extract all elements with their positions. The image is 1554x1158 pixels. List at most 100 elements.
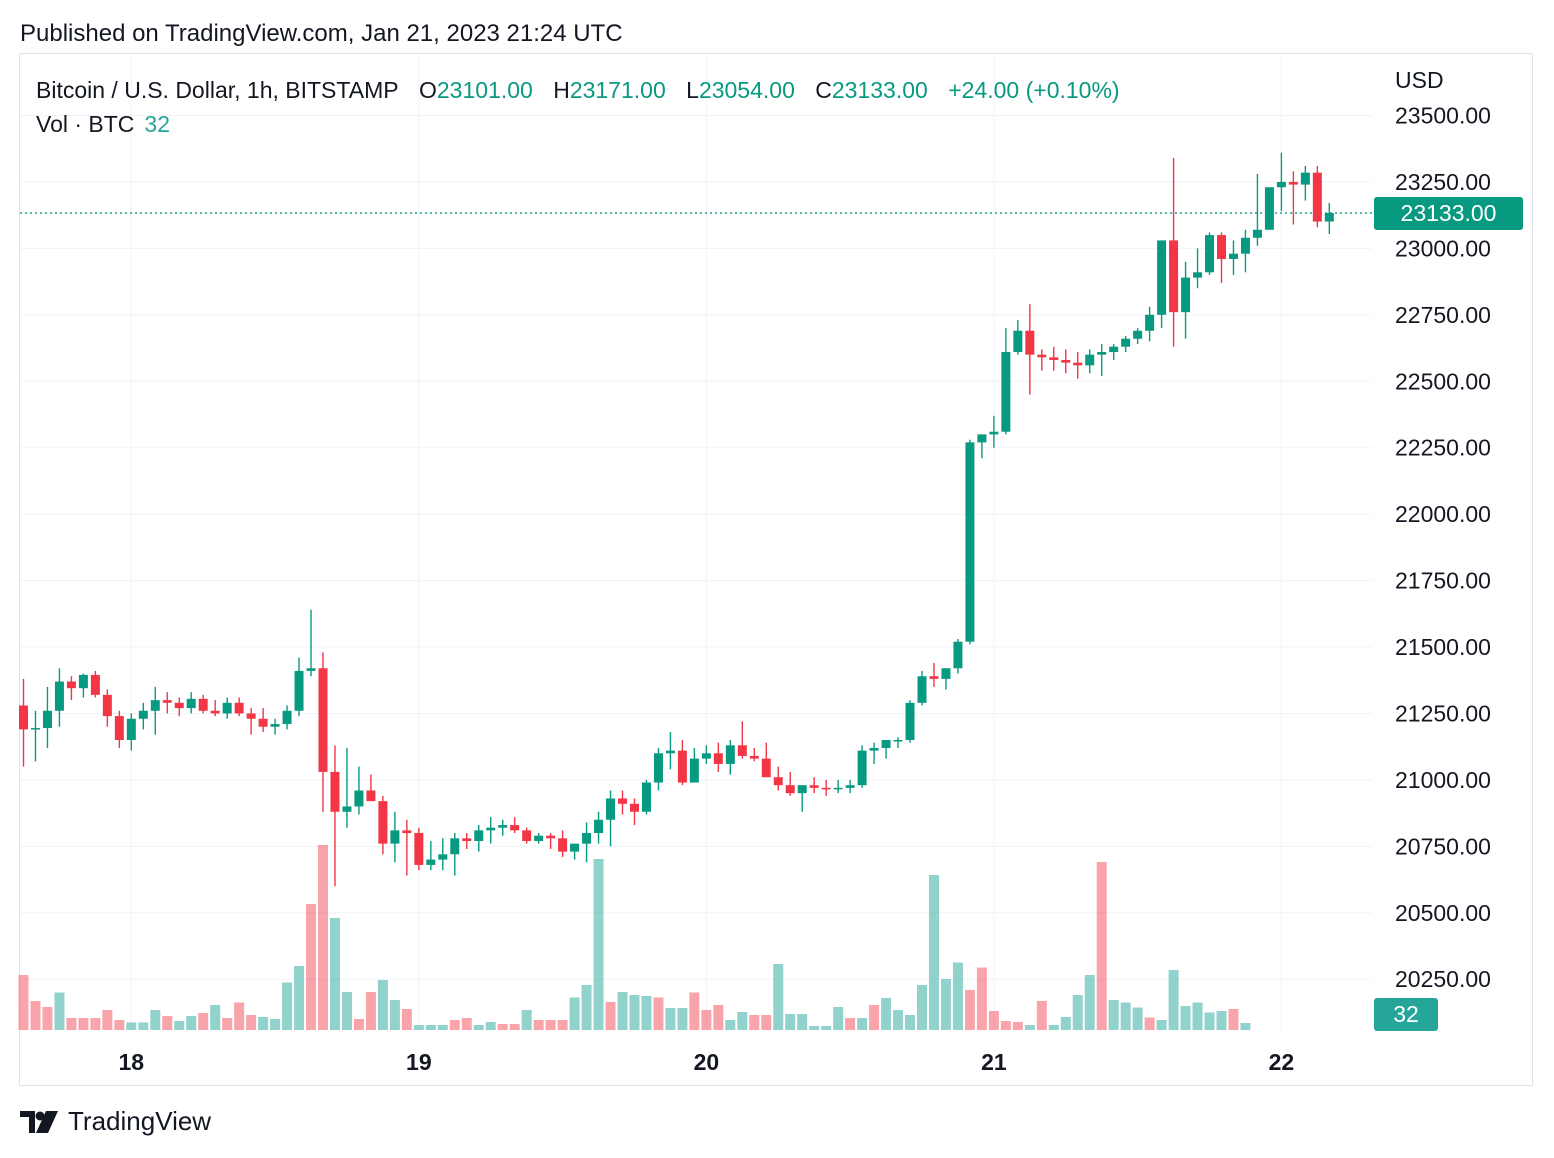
candle-body: [929, 676, 939, 679]
tradingview-brand[interactable]: TradingView: [20, 1106, 211, 1137]
volume-bar: [1132, 1007, 1143, 1030]
candle-body: [953, 641, 963, 669]
symbol-label[interactable]: Bitcoin / U.S. Dollar, 1h, BITSTAMP: [36, 77, 399, 103]
candle-body: [186, 698, 196, 709]
candle-body: [1121, 338, 1131, 347]
candle-body: [582, 833, 592, 844]
candle-body: [114, 716, 124, 741]
volume-bar: [857, 1018, 868, 1030]
candle-body: [797, 785, 807, 794]
candle-body: [354, 790, 364, 807]
volume-bar: [42, 1007, 53, 1030]
volume-bar: [473, 1025, 484, 1030]
candle-body: [629, 803, 639, 812]
volume-bar: [18, 975, 29, 1030]
price-tick-label: 22500.00: [1395, 368, 1491, 394]
candle-body: [713, 753, 723, 764]
close-label: C: [815, 77, 832, 103]
candle-body: [773, 777, 783, 786]
candle-body: [294, 670, 304, 711]
candle-body: [66, 681, 76, 689]
candle-body: [1133, 330, 1143, 339]
candle-body: [402, 830, 412, 834]
chart-frame[interactable]: [19, 53, 1533, 1086]
volume-bar: [54, 992, 65, 1030]
candle-body: [342, 806, 352, 812]
volume-bar: [114, 1020, 125, 1030]
candle-body: [809, 785, 819, 788]
volume-bar: [773, 964, 784, 1030]
volume-bar: [270, 1019, 281, 1030]
volume-label[interactable]: Vol · BTC: [36, 111, 135, 137]
price-tick-label: 21250.00: [1395, 700, 1491, 726]
candle-body: [462, 838, 472, 841]
candlesticks: [19, 152, 1334, 887]
volume-bar: [557, 1020, 568, 1030]
volume-value: 32: [144, 111, 171, 137]
candle-body: [785, 785, 795, 794]
volume-bar: [701, 1010, 712, 1030]
volume-bar: [952, 962, 963, 1030]
candle-body: [653, 753, 663, 783]
candle-body: [414, 833, 424, 865]
volume-bar: [437, 1025, 448, 1030]
candle-body: [534, 835, 544, 841]
volume-bar: [1156, 1020, 1167, 1030]
volume-bar: [318, 845, 328, 1030]
candle-body: [126, 718, 136, 741]
volume-bar: [138, 1022, 149, 1030]
candle-body: [761, 758, 771, 778]
candle-body: [102, 694, 112, 717]
candle-body: [138, 710, 148, 719]
volume-bar: [282, 982, 293, 1030]
candle-body: [1312, 172, 1322, 222]
time-tick-label: 18: [119, 1049, 145, 1075]
change-value: +24.00 (+0.10%): [948, 77, 1120, 103]
volume-bar: [1096, 862, 1107, 1030]
candle-body: [1193, 272, 1203, 278]
volume-bar: [1228, 1009, 1239, 1030]
candle-body: [1157, 240, 1167, 315]
candle-body: [234, 702, 244, 714]
volume-bar: [102, 1010, 113, 1030]
candle-body: [210, 710, 220, 714]
currency-label[interactable]: USD: [1395, 67, 1444, 93]
volume-bar: [341, 992, 352, 1030]
volume-bar: [1204, 1012, 1215, 1030]
candle-body: [725, 745, 735, 764]
price-tick-label: 21500.00: [1395, 634, 1491, 660]
volume-bar: [1240, 1023, 1251, 1030]
candle-body: [258, 718, 268, 727]
candle-body: [330, 771, 340, 812]
candle-body: [558, 838, 568, 852]
volume-bar: [641, 996, 652, 1030]
candle-body: [1025, 330, 1035, 355]
volume-bar: [1216, 1011, 1227, 1030]
candle-body: [1013, 330, 1023, 353]
volume-bar: [1120, 1002, 1131, 1030]
price-tick-label: 23250.00: [1395, 169, 1491, 195]
candle-body: [270, 724, 280, 727]
price-tick-label: 22250.00: [1395, 435, 1491, 461]
volume-bar: [569, 997, 580, 1030]
price-tick-label: 21750.00: [1395, 568, 1491, 594]
volume-bars: [18, 845, 1251, 1030]
volume-bar: [749, 1015, 760, 1030]
candle-body: [1109, 346, 1119, 353]
volume-bar: [30, 1001, 41, 1030]
candle-body: [917, 676, 927, 703]
volume-bar: [1168, 970, 1179, 1030]
open-label: O: [418, 77, 437, 103]
candle-body: [977, 434, 987, 443]
volume-bar: [653, 997, 664, 1030]
volume-bar: [725, 1020, 736, 1030]
candle-body: [749, 755, 759, 759]
price-tick-label: 20750.00: [1395, 833, 1491, 859]
candle-body: [1181, 277, 1191, 313]
published-caption: Published on TradingView.com, Jan 21, 20…: [20, 20, 623, 47]
candle-body: [474, 830, 484, 841]
candle-body: [618, 798, 627, 804]
volume-bar: [917, 985, 927, 1030]
price-tick-label: 23000.00: [1395, 235, 1491, 261]
